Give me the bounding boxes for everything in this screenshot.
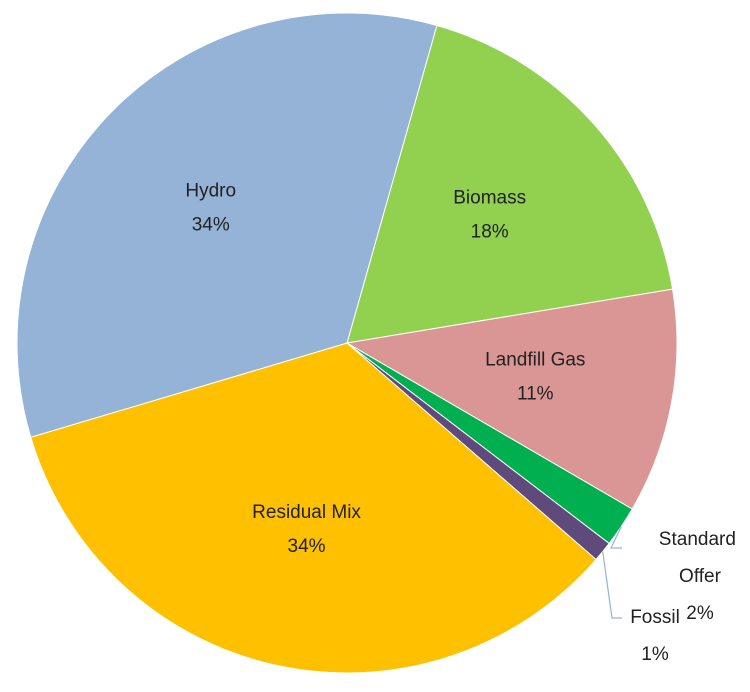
slice-label: Standard Offer xyxy=(659,529,741,587)
slice-value-label: 1% xyxy=(641,644,669,665)
pie-slice xyxy=(30,342,597,674)
slice-label: Hydro xyxy=(185,181,236,202)
slice-value-label: 11% xyxy=(517,384,554,405)
slice-label: Biomass xyxy=(453,187,526,208)
slice-label: Fossil xyxy=(630,607,680,628)
slice-value-label: 18% xyxy=(471,221,509,242)
slice-value-label: 34% xyxy=(288,536,326,557)
pie-slice xyxy=(16,12,438,438)
pie-slice xyxy=(345,288,678,510)
slice-label: Landfill Gas xyxy=(485,350,585,371)
leader-line xyxy=(610,526,622,549)
slice-value-label: 34% xyxy=(192,215,230,236)
leader-line xyxy=(602,551,622,619)
slice-label: Residual Mix xyxy=(252,502,361,523)
slice-value-label: 2% xyxy=(686,603,714,624)
pie-slice xyxy=(346,24,674,344)
